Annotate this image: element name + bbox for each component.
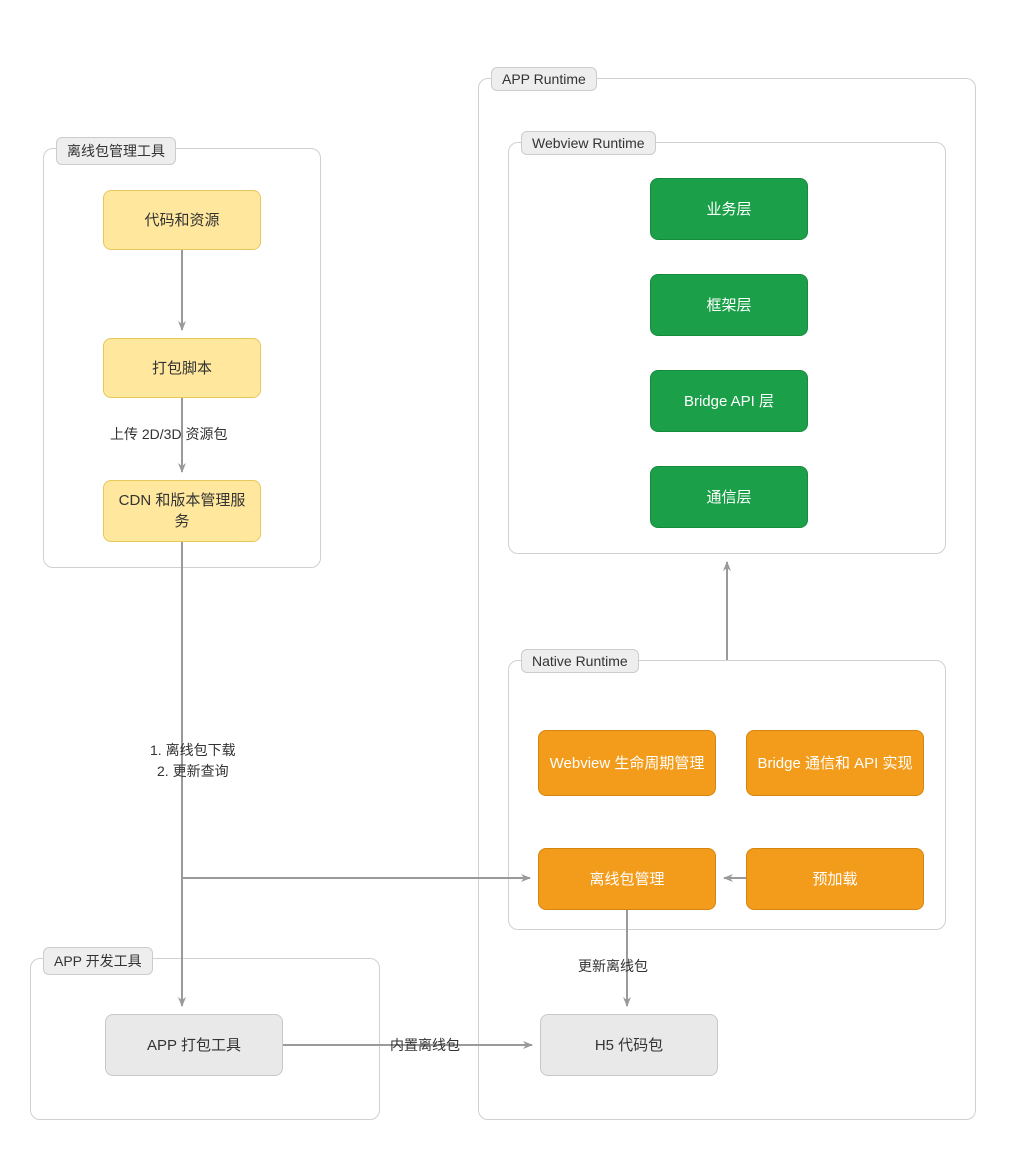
node-label: Webview 生命周期管理: [550, 753, 705, 774]
node-framework-layer: 框架层: [650, 274, 808, 336]
node-label: 打包脚本: [152, 358, 212, 379]
node-label: 框架层: [706, 295, 751, 316]
node-label: Bridge 通信和 API 实现: [757, 753, 912, 774]
node-comm-layer: 通信层: [650, 466, 808, 528]
node-app-pack-tool: APP 打包工具: [105, 1014, 283, 1076]
node-code-resources: 代码和资源: [103, 190, 261, 250]
container-label: Webview Runtime: [521, 131, 656, 155]
node-webview-lifecycle: Webview 生命周期管理: [538, 730, 716, 796]
node-h5-code-pkg: H5 代码包: [540, 1014, 718, 1076]
edge-label-e5: 内置离线包: [390, 1035, 460, 1056]
node-label: 离线包管理: [589, 869, 664, 890]
node-label: H5 代码包: [595, 1035, 663, 1056]
node-business-layer: 业务层: [650, 178, 808, 240]
node-label: 通信层: [706, 487, 751, 508]
edge-label-e6: 更新离线包: [578, 956, 648, 977]
node-label: Bridge API 层: [684, 391, 774, 412]
node-preload: 预加载: [746, 848, 924, 910]
container-label: 离线包管理工具: [56, 137, 176, 165]
node-offline-pkg-manage: 离线包管理: [538, 848, 716, 910]
edge-label-e2: 上传 2D/3D 资源包: [110, 424, 227, 445]
node-pack-script: 打包脚本: [103, 338, 261, 398]
node-label: 业务层: [706, 199, 751, 220]
container-label: APP Runtime: [491, 67, 597, 91]
node-label: APP 打包工具: [147, 1035, 241, 1056]
node-cdn-version-service: CDN 和版本管理服务: [103, 480, 261, 542]
container-label: Native Runtime: [521, 649, 639, 673]
node-label: 预加载: [812, 869, 857, 890]
node-label: 代码和资源: [144, 210, 219, 231]
edge-label-e3: 1. 离线包下载 2. 更新查询: [150, 740, 236, 782]
node-label: CDN 和版本管理服务: [114, 490, 250, 532]
node-bridge-comm-impl: Bridge 通信和 API 实现: [746, 730, 924, 796]
container-label: APP 开发工具: [43, 947, 153, 975]
node-bridge-api-layer: Bridge API 层: [650, 370, 808, 432]
